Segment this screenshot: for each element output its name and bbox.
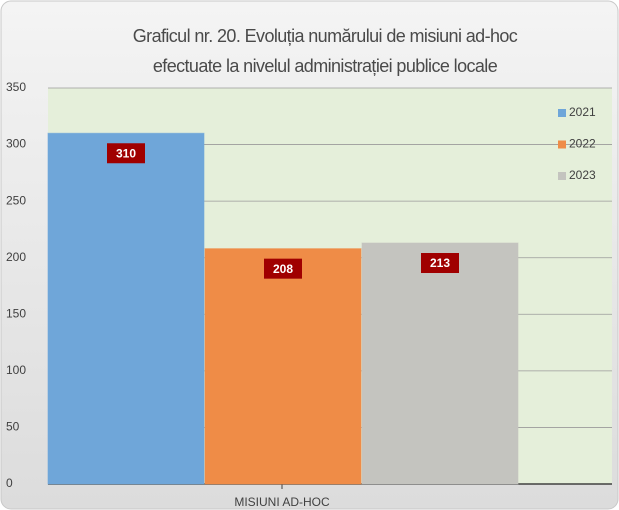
legend-label: 2022 [569,137,596,151]
y-tick-label: 200 [6,250,26,264]
chart-title: efectuate la nivelul administrației publ… [153,56,498,76]
value-label-box [421,253,459,274]
chart-title: Graficul nr. 20. Evoluția numărului de m… [133,26,518,46]
bar [361,242,519,485]
y-tick-label: 100 [6,363,26,377]
value-label: 310 [116,146,136,160]
y-tick-label: 50 [6,420,20,434]
y-tick-label: 300 [6,137,26,151]
bar [47,132,205,485]
legend-swatch [558,172,566,180]
legend-swatch [558,109,566,117]
value-label: 208 [273,262,293,276]
bar [204,248,362,485]
legend-label: 2021 [569,105,596,119]
y-tick-label: 0 [6,476,13,490]
y-tick-label: 350 [6,80,26,94]
y-tick-label: 150 [6,306,26,320]
legend-swatch [558,140,566,149]
y-tick-label: 250 [6,193,26,207]
x-tick-label: MISIUNI AD-HOC [234,495,330,509]
value-label: 213 [430,256,450,270]
value-label-box [264,258,302,279]
value-label-box [107,143,145,164]
legend-label: 2023 [569,168,596,182]
